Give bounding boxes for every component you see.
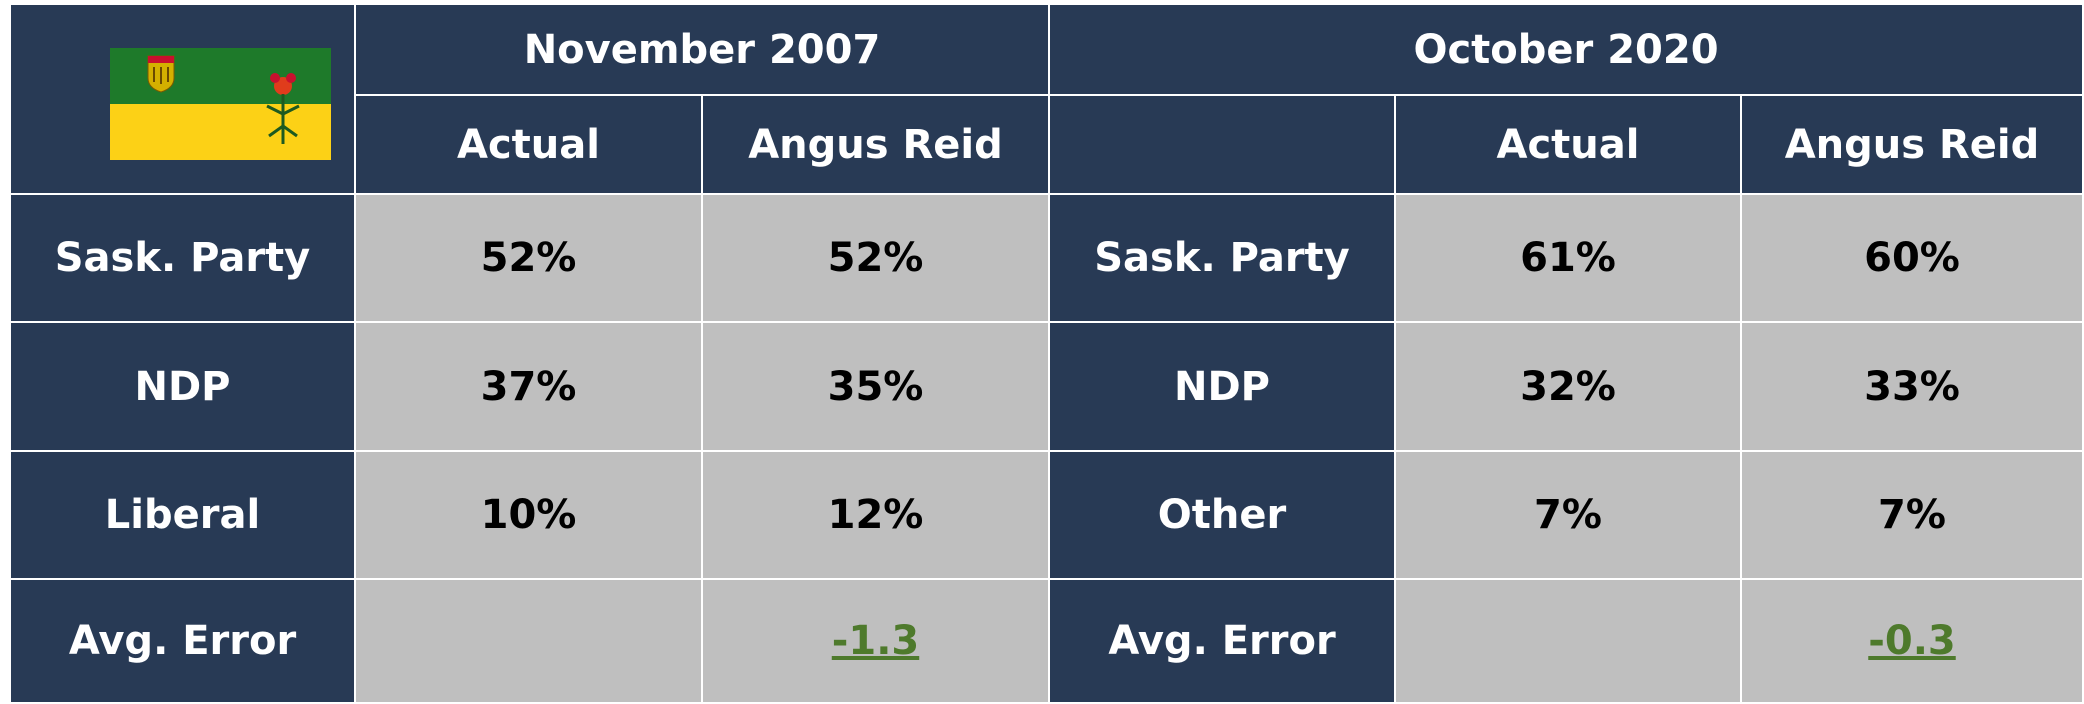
column-header: Angus Reid xyxy=(1742,96,2082,193)
value-cell: 52% xyxy=(356,195,701,321)
value-cell: 61% xyxy=(1396,195,1740,321)
row-label: Sask. Party xyxy=(1050,195,1394,321)
column-header: Actual xyxy=(1396,96,1740,193)
row-label: NDP xyxy=(11,323,354,450)
period-header: November 2007 xyxy=(356,5,1048,94)
row-label: Avg. Error xyxy=(11,580,354,702)
column-header: Angus Reid xyxy=(703,96,1048,193)
row-label: Liberal xyxy=(11,452,354,578)
avg-error: -0.3 xyxy=(1742,580,2082,702)
row-label: Other xyxy=(1050,452,1394,578)
value-cell: 12% xyxy=(703,452,1048,578)
value-cell: 52% xyxy=(703,195,1048,321)
value-cell: 35% xyxy=(703,323,1048,450)
blank-header xyxy=(1050,96,1394,193)
period-header: October 2020 xyxy=(1050,5,2082,94)
avg-error: -1.3 xyxy=(703,580,1048,702)
row-label: Avg. Error xyxy=(1050,580,1394,702)
avg-error xyxy=(356,580,701,702)
saskatchewan-flag xyxy=(110,48,331,160)
row-label: Sask. Party xyxy=(11,195,354,321)
value-cell: 60% xyxy=(1742,195,2082,321)
value-cell: 7% xyxy=(1742,452,2082,578)
column-header: Actual xyxy=(356,96,701,193)
value-cell: 33% xyxy=(1742,323,2082,450)
flag-cell xyxy=(11,5,354,193)
avg-error xyxy=(1396,580,1740,702)
value-cell: 7% xyxy=(1396,452,1740,578)
value-cell: 32% xyxy=(1396,323,1740,450)
value-cell: 10% xyxy=(356,452,701,578)
row-label: NDP xyxy=(1050,323,1394,450)
value-cell: 37% xyxy=(356,323,701,450)
